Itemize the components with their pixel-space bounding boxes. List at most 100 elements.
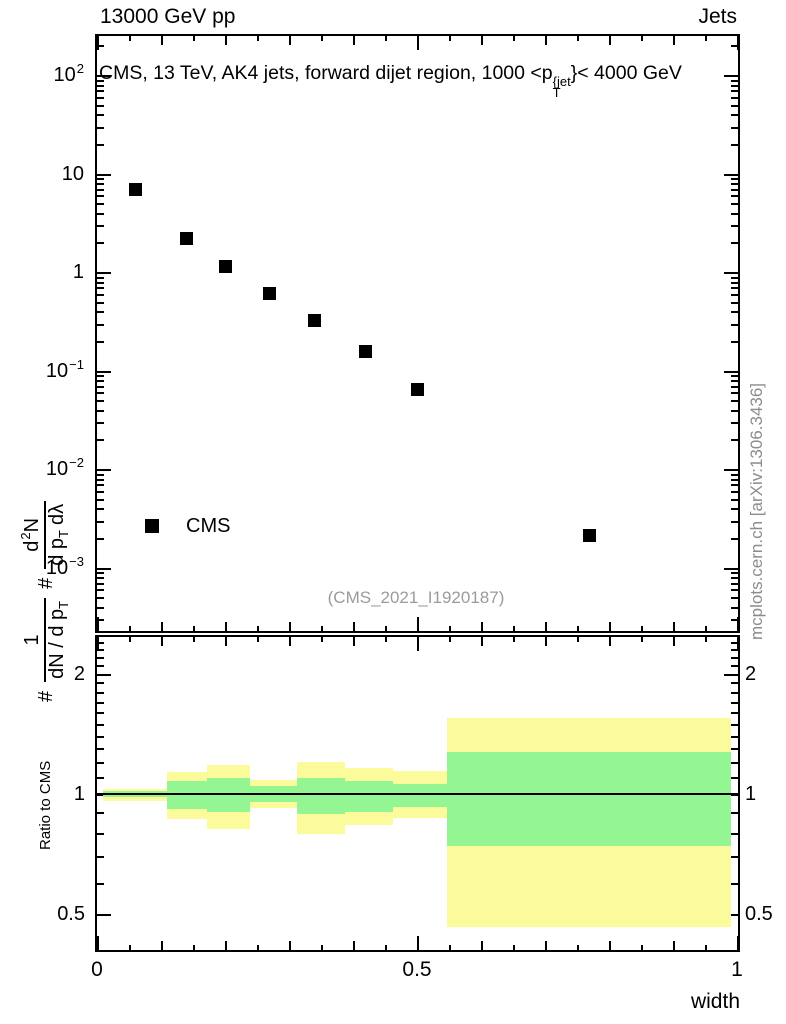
x-tick	[705, 626, 707, 631]
x-tick	[161, 622, 163, 631]
x-tick	[321, 626, 323, 631]
x-tick	[513, 945, 515, 950]
y-tick	[731, 114, 738, 117]
x-tick	[577, 626, 579, 631]
y-tick	[731, 589, 738, 592]
y-tick	[97, 370, 111, 373]
ratio-y-tick	[97, 748, 104, 751]
y-tick	[731, 203, 738, 206]
y-tick	[97, 422, 104, 424]
ratio-y-tick	[97, 723, 104, 726]
x-tick	[449, 637, 451, 642]
x-tick	[481, 36, 483, 45]
y-tick	[731, 183, 738, 186]
ratio-y-tick	[724, 794, 738, 796]
y-tick	[724, 173, 738, 176]
mcplots-arxiv-note: mcplots.cern.ch [arXiv:1306.3436]	[747, 382, 766, 640]
legend-label: CMS	[186, 515, 231, 537]
x-axis-title: width	[690, 990, 740, 1013]
ratio-y-tick-label-right: 1	[745, 783, 757, 805]
data-point-marker	[410, 383, 424, 397]
y-tick	[731, 195, 738, 198]
ratio-y-tick	[731, 657, 738, 660]
hash-symbol: #	[34, 690, 57, 702]
ratio-y-tick	[731, 735, 738, 738]
ratio-y-tick	[97, 777, 104, 780]
y-tick	[731, 178, 738, 180]
y-tick	[731, 311, 738, 314]
main-y-tick-label: 10	[61, 162, 84, 185]
y-tick	[731, 473, 738, 476]
ratio-y-tick	[97, 665, 104, 668]
y-tick	[97, 242, 104, 245]
ratio-axis-title: Ratio to CMS	[37, 760, 54, 850]
y-tick	[97, 606, 104, 609]
x-tick	[385, 637, 387, 642]
x-tick	[193, 626, 195, 631]
x-tick	[97, 36, 99, 50]
y-tick	[731, 385, 738, 388]
y-tick	[731, 188, 738, 191]
ratio-y-tick	[97, 762, 104, 765]
data-point-marker	[180, 231, 194, 245]
y-tick	[97, 281, 104, 284]
y-tick	[97, 173, 111, 176]
y-tick	[97, 537, 104, 540]
plot-title: CMS, 13 TeV, AK4 jets, forward dijet reg…	[99, 62, 682, 99]
x-tick	[129, 637, 131, 642]
x-tick-label: 0	[91, 958, 103, 981]
x-tick	[705, 637, 707, 642]
x-tick	[193, 36, 195, 41]
ratio-y-tick	[97, 657, 104, 660]
ratio-y-tick	[731, 712, 738, 715]
y-tick	[724, 370, 738, 373]
x-tick	[705, 36, 707, 41]
ratio-y-tick	[724, 914, 738, 917]
ratio-y-tick	[97, 914, 111, 917]
x-tick	[161, 941, 163, 950]
y-tick	[731, 478, 738, 481]
pt-jet-superscript: {jet	[552, 74, 571, 89]
ratio-y-tick	[97, 882, 104, 885]
x-tick	[97, 936, 99, 950]
x-tick	[481, 637, 483, 646]
x-tick	[513, 626, 515, 631]
x-tick	[193, 637, 195, 642]
ratio-y-tick	[731, 762, 738, 765]
x-tick	[705, 945, 707, 950]
x-tick	[641, 637, 643, 642]
y-tick	[731, 225, 738, 227]
x-tick	[225, 941, 227, 950]
y-tick	[97, 75, 111, 77]
ratio-y-tick	[731, 701, 738, 704]
y-tick	[731, 45, 738, 48]
y-tick	[97, 567, 111, 570]
x-tick	[609, 637, 611, 646]
y-tick	[97, 323, 104, 326]
y-tick	[731, 582, 738, 585]
pt-jet-supsub: {jet T	[552, 74, 571, 99]
ratio-y-tick	[97, 682, 104, 685]
plot-title-text: CMS, 13 TeV, AK4 jets, forward dijet reg…	[99, 62, 553, 84]
ratio-y-tick	[97, 832, 104, 835]
ratio-y-tick	[97, 812, 104, 815]
x-tick	[129, 945, 131, 950]
ratio-y-tick	[731, 649, 738, 652]
y-tick	[97, 84, 104, 87]
x-tick	[161, 637, 163, 646]
data-point-marker	[263, 286, 277, 300]
data-point-marker	[308, 314, 322, 328]
y-tick	[731, 96, 738, 99]
y-tick	[97, 183, 104, 186]
fraction-denominator: dN / d pT	[43, 597, 72, 682]
y-tick	[97, 473, 104, 476]
ratio-y-tick	[97, 691, 104, 694]
y-tick	[731, 84, 738, 87]
y-tick	[97, 392, 104, 395]
y-tick	[731, 392, 738, 395]
ratio-y-tick	[731, 832, 738, 835]
ratio-y-tick	[731, 641, 738, 644]
y-tick	[97, 577, 104, 580]
y-tick	[731, 422, 738, 424]
